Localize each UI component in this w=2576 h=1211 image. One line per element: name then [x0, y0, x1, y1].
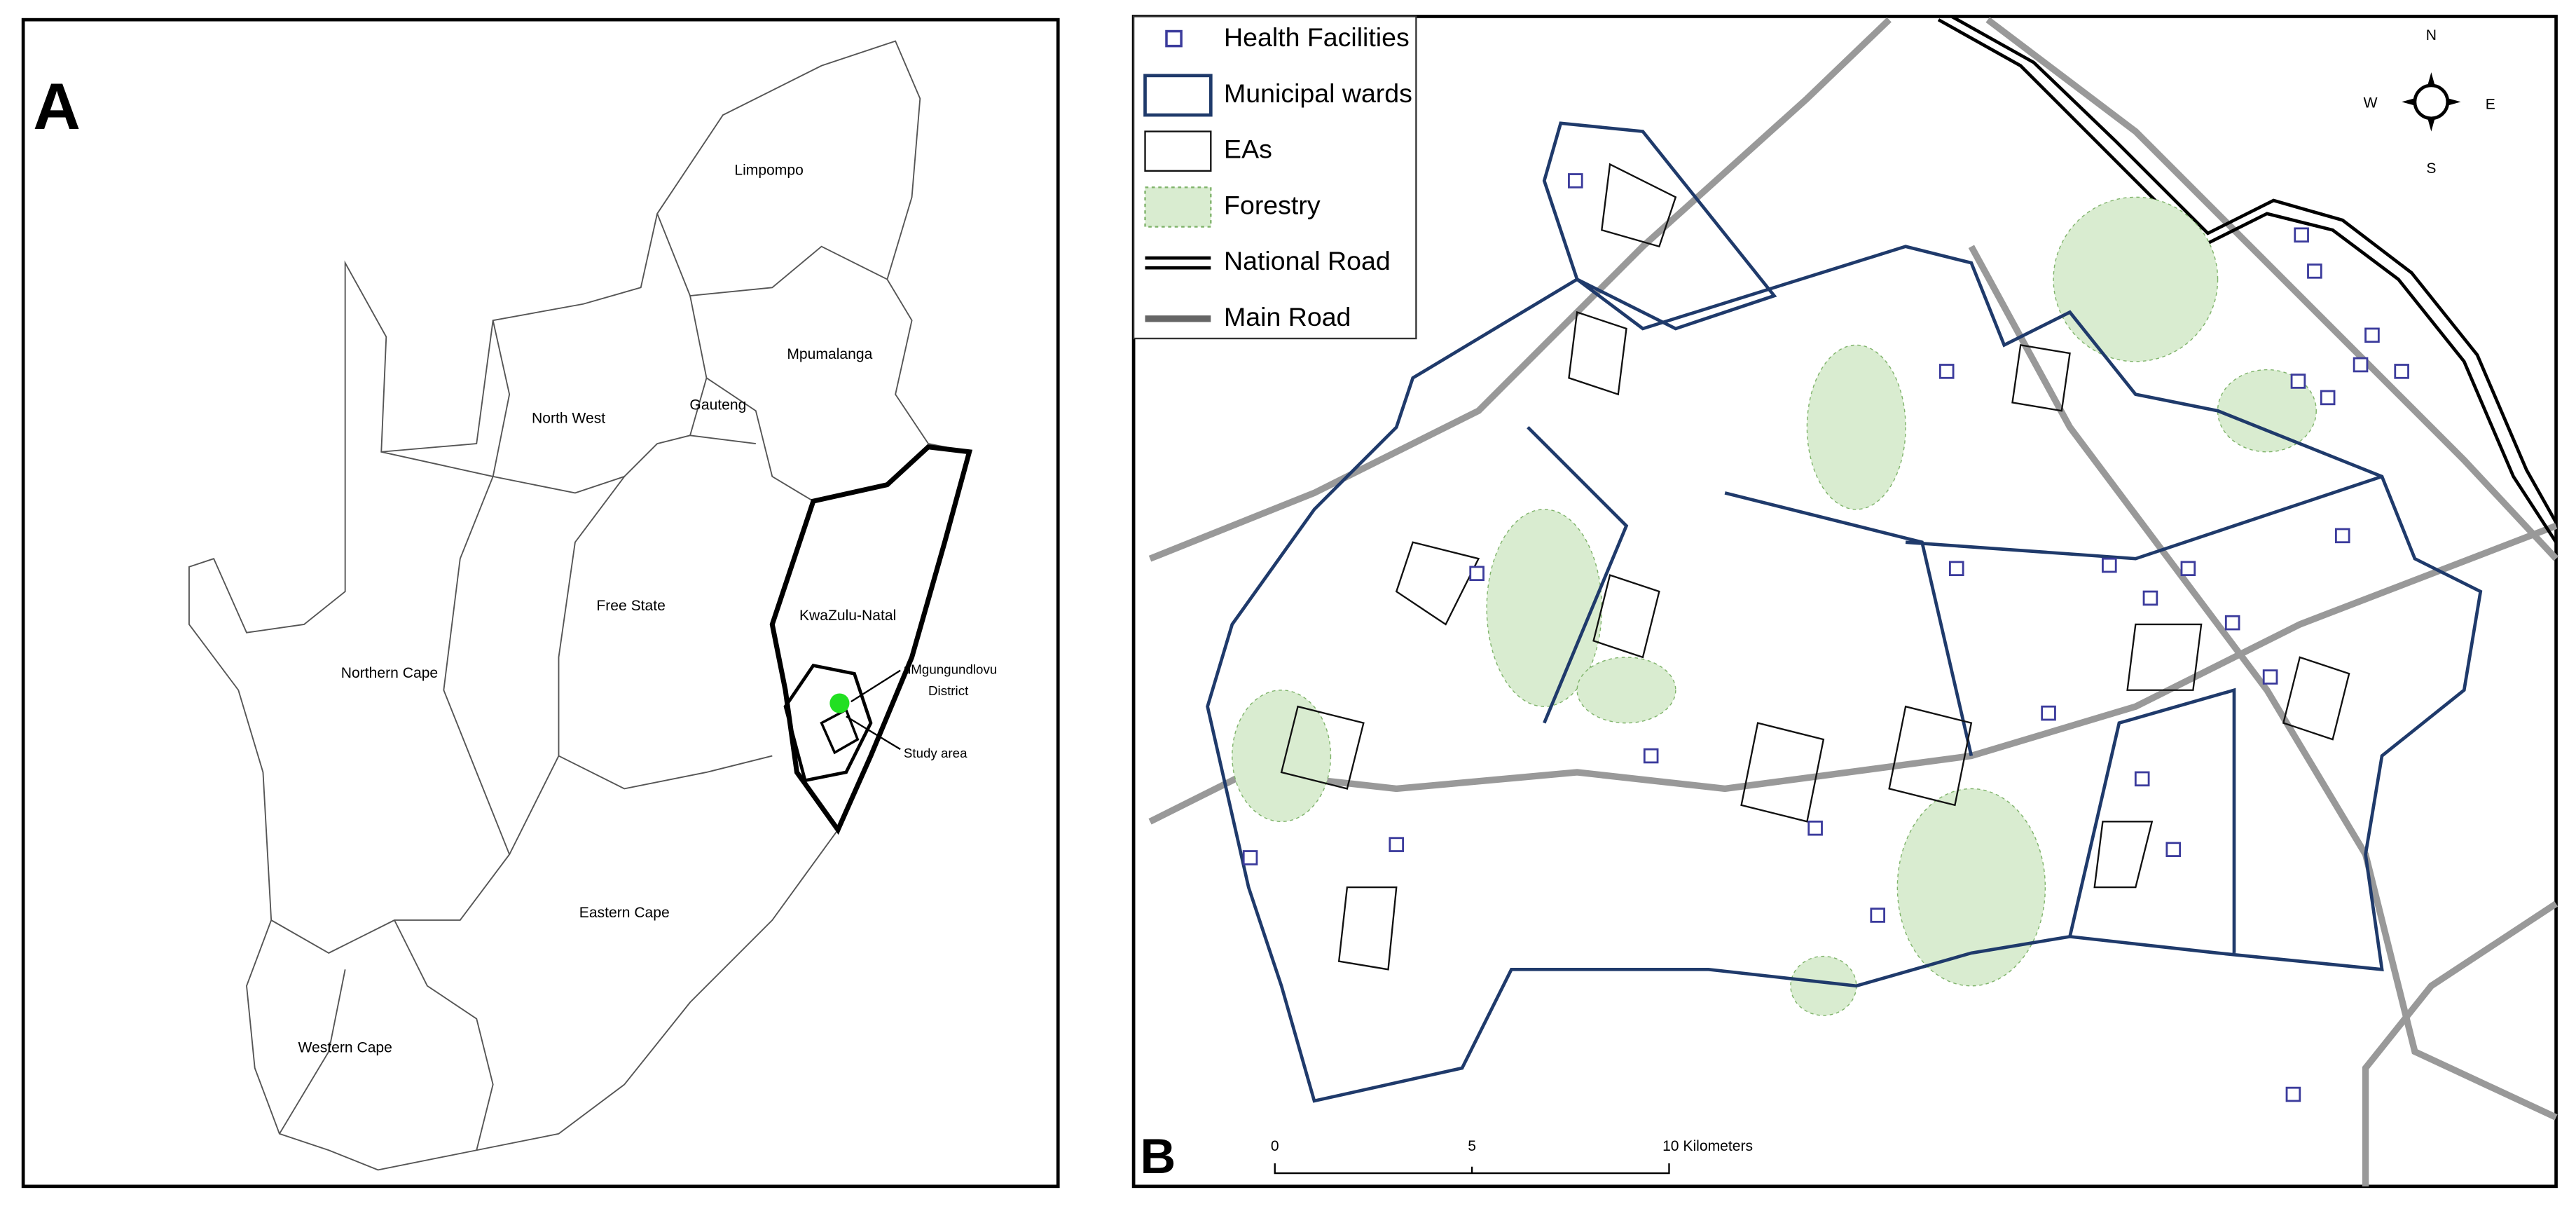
district-boundary [783, 663, 873, 783]
legend-symbol [1144, 186, 1212, 228]
compass [2402, 72, 2461, 132]
compass-label: E [2486, 97, 2495, 113]
legend-label: Municipal wards [1224, 78, 1412, 108]
legend-label: Health Facilities [1224, 22, 1410, 52]
scale-label: 0 [1271, 1138, 1279, 1154]
national-road [1937, 15, 2558, 544]
province-label: Gauteng [689, 397, 746, 413]
eas [1280, 163, 2350, 971]
province-label: Northern Cape [341, 665, 438, 681]
panel-a-frame [21, 18, 1060, 1189]
panel-label: B [1140, 1128, 1176, 1184]
scale-label: 10 Kilometers [1662, 1138, 1753, 1154]
panel-label: A [33, 69, 81, 143]
legend-symbol [1144, 130, 1212, 172]
legend-label: National Road [1224, 246, 1391, 275]
study-area-dot [829, 693, 850, 713]
kzn-boundary [769, 444, 973, 835]
legend-label: Main Road [1224, 302, 1351, 331]
annotation: uMgungundlovu [904, 662, 997, 677]
province-label: KwaZulu-Natal [799, 608, 896, 624]
legend-label: Forestry [1224, 190, 1321, 219]
province-label: Free State [596, 598, 666, 614]
annotation: District [928, 683, 969, 698]
province-label: North West [532, 410, 605, 426]
legend-symbol [1165, 29, 1183, 48]
sa-map [188, 40, 970, 1171]
legend-symbol [1143, 74, 1213, 117]
annotation: Study area [904, 746, 967, 760]
legend-symbol [1145, 256, 1211, 270]
scale-label: 5 [1468, 1138, 1476, 1154]
province-label: Western Cape [298, 1039, 392, 1055]
province-label: Eastern Cape [579, 905, 670, 921]
municipal-wards [1206, 121, 2483, 1103]
leader-line [850, 669, 901, 703]
province-label: Mpumalanga [787, 346, 872, 362]
province-label: Limpompo [734, 162, 804, 178]
legend-box [1132, 15, 1417, 340]
scale-bar [1274, 1163, 1670, 1175]
forestry [1232, 196, 2317, 1016]
legend-label: EAs [1224, 135, 1272, 164]
study-area-outline [820, 708, 860, 755]
health-facilities [1242, 173, 2409, 1102]
leader-line [846, 716, 901, 751]
compass-label: W [2364, 95, 2378, 111]
compass-label: S [2426, 160, 2436, 177]
compass-label: N [2426, 27, 2437, 43]
